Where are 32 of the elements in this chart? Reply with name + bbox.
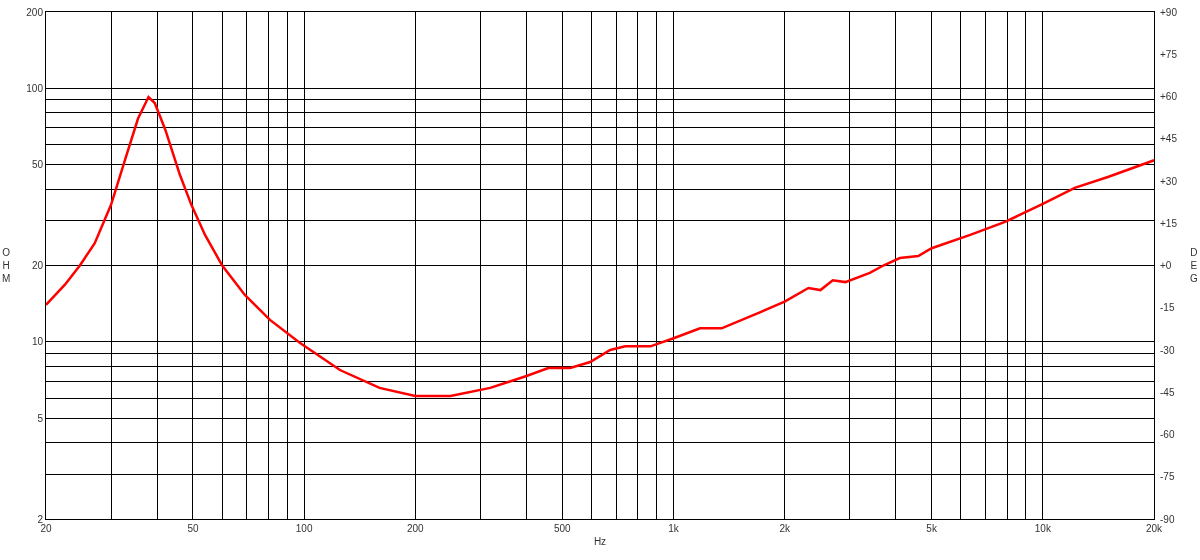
y-tick-label: 100 xyxy=(26,82,44,94)
y2-tick-label: +60 xyxy=(1160,91,1178,102)
y-tick-label: 200 xyxy=(26,6,44,18)
y-tick-label: 10 xyxy=(31,336,44,348)
y2-axis-title: DEG xyxy=(1190,247,1198,284)
x-tick-label: 20k xyxy=(1145,523,1164,534)
y2-tick-label: -30 xyxy=(1160,345,1175,356)
y2-tick-label: +0 xyxy=(1160,260,1172,271)
y2-tick-label: -45 xyxy=(1160,387,1175,398)
y2-tick-label: +15 xyxy=(1160,218,1178,229)
y-tick-label: 20 xyxy=(31,260,44,271)
x-tick-label: 1k xyxy=(668,523,680,534)
x-tick-label: 2k xyxy=(779,523,791,534)
y-tick-label: 2 xyxy=(37,513,44,525)
x-tick-label: 500 xyxy=(553,523,572,534)
y2-tick-label: +75 xyxy=(1160,49,1178,60)
y2-tick-label: +90 xyxy=(1160,7,1178,18)
y2-tick-label: -60 xyxy=(1160,429,1175,440)
y2-tick-label: +30 xyxy=(1160,176,1178,187)
y2-tick-label: -15 xyxy=(1160,302,1175,313)
x-tick-label: 5k xyxy=(926,523,938,534)
y2-tick-label: -75 xyxy=(1160,471,1175,482)
x-axis-title: Hz xyxy=(593,535,607,547)
y-axis-title: OHM xyxy=(2,247,11,284)
x-tick-label: 50 xyxy=(187,523,199,534)
x-tick-label: 100 xyxy=(295,523,313,534)
x-tick-label: 10k xyxy=(1034,523,1052,534)
y2-tick-label: +45 xyxy=(1160,133,1178,144)
x-tick-label: 200 xyxy=(406,523,425,534)
y-tick-label: 50 xyxy=(31,159,44,171)
y2-tick-label: -90 xyxy=(1160,514,1175,525)
y-tick-label: 5 xyxy=(37,412,44,424)
